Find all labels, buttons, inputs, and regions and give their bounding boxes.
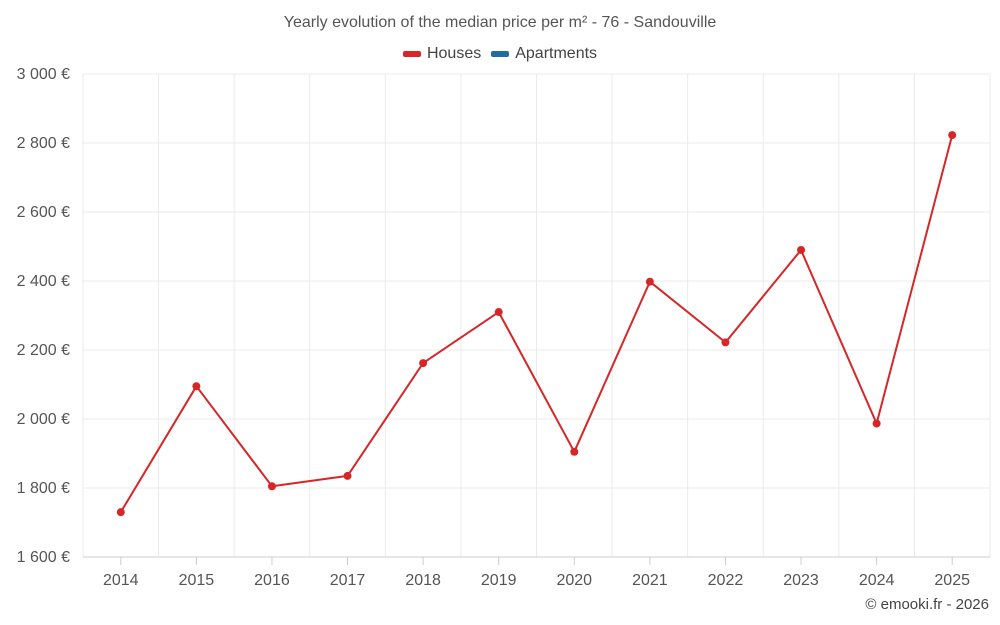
- chart-title: Yearly evolution of the median price per…: [283, 14, 717, 31]
- data-point-houses: [494, 308, 503, 317]
- legend-label-apartments: Apartments: [515, 45, 598, 62]
- data-point-houses: [419, 359, 428, 368]
- x-tick-label: 2025: [934, 572, 970, 589]
- legend-swatch-houses: [402, 51, 421, 57]
- data-point-houses: [570, 447, 579, 456]
- y-tick-label: 2 600 €: [17, 204, 70, 221]
- legend-item-apartments[interactable]: Apartments: [491, 45, 597, 63]
- y-tick-label: 3 000 €: [17, 66, 70, 83]
- data-point-houses: [872, 419, 881, 428]
- x-tick-label: 2015: [179, 572, 215, 589]
- x-tick-label: 2023: [783, 572, 819, 589]
- y-tick-label: 2 400 €: [17, 273, 70, 290]
- y-tick-label: 2 000 €: [17, 411, 70, 428]
- x-tick-label: 2020: [556, 572, 592, 589]
- x-tick-label: 2018: [405, 572, 441, 589]
- x-tick-label: 2022: [708, 572, 744, 589]
- y-tick-label: 1 600 €: [17, 549, 70, 566]
- data-point-houses: [343, 471, 352, 480]
- legend-swatch-apartments: [491, 51, 510, 57]
- series-line-houses: [119, 134, 954, 513]
- copyright-credit: © emooki.fr - 2026: [865, 596, 989, 613]
- x-tick-label: 2016: [254, 572, 290, 589]
- legend-label-houses: Houses: [426, 45, 482, 62]
- data-point-houses: [192, 382, 201, 391]
- x-tick-label: 2019: [481, 572, 517, 589]
- legend-item-houses[interactable]: Houses: [402, 45, 482, 63]
- x-tick-label: 2021: [632, 572, 668, 589]
- data-point-houses: [948, 131, 957, 140]
- x-tick-label: 2017: [330, 572, 366, 589]
- x-tick-label: 2024: [859, 572, 895, 589]
- y-tick-label: 1 800 €: [17, 480, 70, 497]
- data-point-houses: [267, 482, 276, 491]
- data-point-houses: [116, 508, 125, 517]
- data-point-houses: [797, 245, 806, 254]
- y-tick-label: 2 800 €: [17, 135, 70, 152]
- data-point-houses: [721, 338, 730, 347]
- x-tick-label: 2014: [103, 572, 139, 589]
- y-tick-label: 2 200 €: [17, 342, 70, 359]
- chart-legend: Houses Apartments: [0, 45, 1000, 63]
- data-point-houses: [645, 277, 654, 286]
